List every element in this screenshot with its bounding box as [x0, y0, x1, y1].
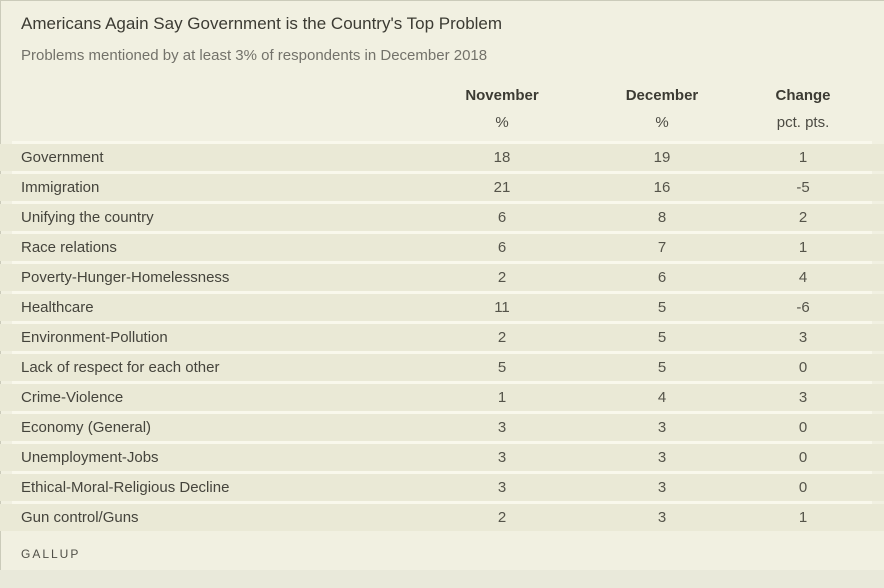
cell-change: 0 [798, 359, 808, 376]
cell-november: 11 [494, 299, 510, 316]
cell-change: 3 [798, 329, 808, 346]
cell-november: 3 [497, 479, 507, 496]
row-label: Poverty-Hunger-Homelessness [21, 269, 230, 286]
cell-change: 0 [798, 419, 808, 436]
column-unit-december: % [655, 114, 669, 131]
cell-change: 4 [798, 269, 808, 286]
bottom-strip [0, 570, 884, 588]
cell-change: 3 [798, 389, 808, 406]
row-separator [12, 261, 872, 264]
cell-change: 0 [798, 479, 808, 496]
table-row: Gun control/Guns 2 3 1 [0, 504, 884, 531]
cell-december: 16 [653, 179, 671, 196]
cell-december: 5 [657, 299, 667, 316]
table-row: Immigration 21 16 -5 [0, 174, 884, 201]
row-label: Lack of respect for each other [21, 359, 220, 376]
page-subtitle: Problems mentioned by at least 3% of res… [21, 47, 488, 64]
table-row: Lack of respect for each other 5 5 0 [0, 354, 884, 381]
table-body: Government 18 19 1 Immigration 21 16 -5 … [0, 141, 884, 531]
table-row: Ethical-Moral-Religious Decline 3 3 0 [0, 474, 884, 501]
row-label: Unifying the country [21, 209, 154, 226]
row-separator [12, 171, 872, 174]
column-header-november: November [465, 87, 539, 104]
row-separator [12, 441, 872, 444]
column-header-row: November December Change [0, 87, 884, 104]
row-label: Gun control/Guns [21, 509, 139, 526]
column-unit-november: % [495, 114, 509, 131]
cell-december: 19 [653, 149, 671, 166]
row-label: Race relations [21, 239, 117, 256]
page-title: Americans Again Say Government is the Co… [21, 14, 503, 33]
cell-december: 5 [657, 329, 667, 346]
table-row: Healthcare 11 5 -6 [0, 294, 884, 321]
row-label: Immigration [21, 179, 100, 196]
table-row: Crime-Violence 1 4 3 [0, 384, 884, 411]
row-separator [12, 381, 872, 384]
table-row: Unifying the country 6 8 2 [0, 204, 884, 231]
column-unit-change: pct. pts. [776, 114, 830, 131]
cell-december: 8 [657, 209, 667, 226]
cell-november: 2 [497, 509, 507, 526]
cell-change: 1 [798, 509, 808, 526]
row-separator [12, 501, 872, 504]
cell-change: 0 [798, 449, 808, 466]
cell-change: 2 [798, 209, 808, 226]
table-row: Environment-Pollution 2 5 3 [0, 324, 884, 351]
cell-november: 6 [497, 239, 507, 256]
cell-change: 1 [798, 239, 808, 256]
gallup-logo: GALLUP [21, 547, 81, 561]
table-row: Economy (General) 3 3 0 [0, 414, 884, 441]
row-separator [12, 411, 872, 414]
row-label: Unemployment-Jobs [21, 449, 159, 466]
row-separator [12, 231, 872, 234]
cell-change: -5 [796, 179, 810, 196]
cell-november: 2 [497, 329, 507, 346]
cell-november: 6 [497, 209, 507, 226]
cell-change: 1 [798, 149, 808, 166]
cell-december: 6 [657, 269, 667, 286]
table-row: Race relations 6 7 1 [0, 234, 884, 261]
cell-november: 2 [497, 269, 507, 286]
cell-november: 1 [497, 389, 507, 406]
cell-december: 3 [657, 449, 667, 466]
cell-december: 7 [657, 239, 667, 256]
row-label: Economy (General) [21, 419, 152, 436]
cell-december: 3 [657, 419, 667, 436]
cell-december: 3 [657, 479, 667, 496]
row-separator [12, 141, 872, 144]
row-separator [12, 351, 872, 354]
row-label: Healthcare [21, 299, 94, 316]
cell-december: 3 [657, 509, 667, 526]
column-unit-row: % % pct. pts. [0, 114, 884, 131]
cell-november: 5 [497, 359, 507, 376]
row-label: Environment-Pollution [21, 329, 168, 346]
row-label: Government [21, 149, 104, 166]
row-separator [12, 471, 872, 474]
row-label: Ethical-Moral-Religious Decline [21, 479, 230, 496]
cell-november: 21 [493, 179, 511, 196]
cell-november: 18 [493, 149, 511, 166]
table-row: Poverty-Hunger-Homelessness 2 6 4 [0, 264, 884, 291]
row-separator [12, 201, 872, 204]
table-row: Unemployment-Jobs 3 3 0 [0, 444, 884, 471]
table-row: Government 18 19 1 [0, 144, 884, 171]
cell-november: 3 [497, 419, 507, 436]
column-header-change: Change [775, 87, 831, 104]
cell-december: 4 [657, 389, 667, 406]
row-separator [12, 291, 872, 294]
row-separator [12, 321, 872, 324]
row-label: Crime-Violence [21, 389, 124, 406]
column-header-december: December [625, 87, 699, 104]
cell-december: 5 [657, 359, 667, 376]
cell-change: -6 [796, 299, 810, 316]
cell-november: 3 [497, 449, 507, 466]
